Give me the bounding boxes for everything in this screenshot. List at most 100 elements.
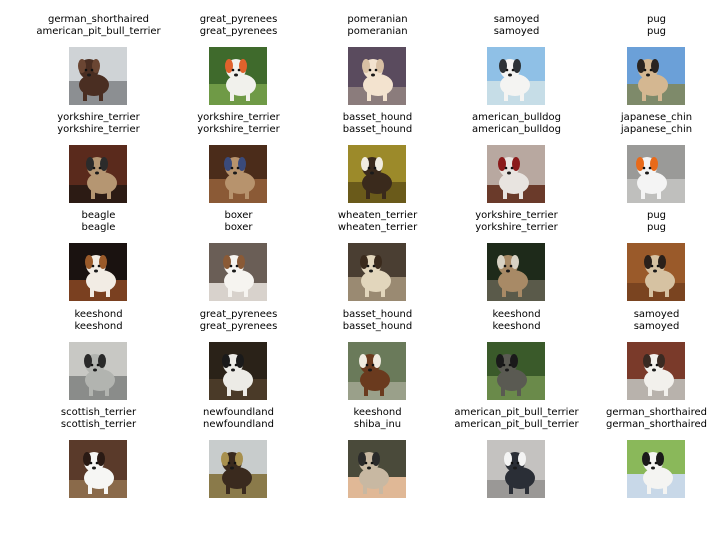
dog-photo: [487, 243, 545, 301]
dog-photo: [209, 440, 267, 498]
sample-cell: scottish_terrier scottish_terrier: [29, 393, 168, 498]
label-line-1: yorkshire_terrier: [475, 210, 558, 221]
sample-cell: samoyed samoyed: [587, 295, 724, 400]
sample-cell: pomeranian pomeranian: [308, 0, 447, 105]
dog-photo: [487, 145, 545, 203]
label-line-2: pomeranian: [347, 26, 408, 37]
dog-photo: [487, 342, 545, 400]
dog-photo: [348, 145, 406, 203]
label-line-1: pug: [646, 210, 667, 221]
label-line-2: american_bulldog: [472, 124, 561, 135]
label-line-1: pug: [646, 14, 667, 25]
dog-photo: [69, 243, 127, 301]
dog-photo: [487, 440, 545, 498]
label-line-1: german_shorthaired: [48, 14, 149, 25]
label-line-1: keeshond: [353, 407, 402, 418]
sample-cell: basset_hound basset_hound: [308, 295, 447, 400]
label-line-2: newfoundland: [203, 419, 274, 430]
photo-placeholder-icon: [69, 145, 127, 203]
label-line-2: scottish_terrier: [60, 419, 137, 430]
photo-placeholder-icon: [487, 145, 545, 203]
label-line-2: basset_hound: [342, 321, 413, 332]
dog-photo: [69, 47, 127, 105]
dog-photo: [69, 440, 127, 498]
sample-cell: german_shorthaired german_shorthaired: [587, 393, 724, 498]
dog-photo: [348, 342, 406, 400]
photo-placeholder-icon: [348, 342, 406, 400]
label-line-2: german_shorthaired: [606, 419, 707, 430]
label-line-2: american_pit_bull_terrier: [454, 419, 579, 430]
label-line-1: boxer: [224, 210, 253, 221]
dog-photo: [627, 243, 685, 301]
label-line-2: great_pyrenees: [199, 321, 278, 332]
label-line-2: yorkshire_terrier: [197, 124, 280, 135]
sample-cell: yorkshire_terrier yorkshire_terrier: [29, 98, 168, 203]
sample-cell: boxer boxer: [169, 196, 308, 301]
label-line-2: american_pit_bull_terrier: [36, 26, 161, 37]
label-line-2: basset_hound: [342, 124, 413, 135]
label-line-2: samoyed: [633, 321, 680, 332]
label-line-1: basset_hound: [342, 112, 413, 123]
photo-placeholder-icon: [209, 342, 267, 400]
dog-photo: [627, 342, 685, 400]
photo-placeholder-icon: [348, 47, 406, 105]
label-line-2: shiba_inu: [353, 419, 402, 430]
sample-cell: keeshond keeshond: [447, 295, 586, 400]
sample-cell: yorkshire_terrier yorkshire_terrier: [447, 196, 586, 301]
dog-photo: [348, 440, 406, 498]
photo-placeholder-icon: [487, 440, 545, 498]
dog-photo: [69, 145, 127, 203]
dog-photo: [627, 145, 685, 203]
photo-placeholder-icon: [627, 243, 685, 301]
photo-placeholder-icon: [627, 440, 685, 498]
sample-cell: basset_hound basset_hound: [308, 98, 447, 203]
label-line-1: basset_hound: [342, 309, 413, 320]
photo-placeholder-icon: [69, 440, 127, 498]
label-line-1: beagle: [81, 210, 116, 221]
sample-cell: newfoundland newfoundland: [169, 393, 308, 498]
photo-placeholder-icon: [348, 243, 406, 301]
label-line-2: keeshond: [74, 321, 123, 332]
sample-cell: pug pug: [587, 196, 724, 301]
label-line-1: samoyed: [633, 309, 680, 320]
photo-placeholder-icon: [348, 145, 406, 203]
photo-placeholder-icon: [348, 440, 406, 498]
dog-photo: [627, 47, 685, 105]
label-line-1: american_pit_bull_terrier: [454, 407, 579, 418]
photo-placeholder-icon: [209, 243, 267, 301]
label-line-1: pomeranian: [347, 14, 408, 25]
label-line-1: japanese_chin: [620, 112, 693, 123]
label-line-1: great_pyrenees: [199, 309, 278, 320]
photo-placeholder-icon: [627, 342, 685, 400]
label-line-2: yorkshire_terrier: [475, 222, 558, 233]
label-line-2: boxer: [224, 222, 253, 233]
photo-placeholder-icon: [627, 145, 685, 203]
photo-placeholder-icon: [487, 342, 545, 400]
photo-placeholder-icon: [209, 47, 267, 105]
photo-placeholder-icon: [69, 47, 127, 105]
photo-placeholder-icon: [209, 440, 267, 498]
photo-placeholder-icon: [209, 145, 267, 203]
label-line-2: great_pyrenees: [199, 26, 278, 37]
dog-photo: [69, 342, 127, 400]
dog-photo: [627, 440, 685, 498]
photo-placeholder-icon: [487, 47, 545, 105]
label-line-2: pug: [646, 26, 667, 37]
label-line-2: wheaten_terrier: [337, 222, 418, 233]
sample-cell: keeshond keeshond: [29, 295, 168, 400]
label-line-1: keeshond: [74, 309, 123, 320]
sample-cell: great_pyrenees great_pyrenees: [169, 0, 308, 105]
photo-placeholder-icon: [487, 243, 545, 301]
label-line-2: samoyed: [493, 26, 540, 37]
label-line-1: newfoundland: [203, 407, 274, 418]
sample-cell: japanese_chin japanese_chin: [587, 98, 724, 203]
sample-cell: pug pug: [587, 0, 724, 105]
label-line-1: german_shorthaired: [606, 407, 707, 418]
sample-cell: american_pit_bull_terrier american_pit_bu…: [447, 393, 586, 498]
sample-cell: yorkshire_terrier yorkshire_terrier: [169, 98, 308, 203]
dog-photo: [209, 342, 267, 400]
sample-cell: german_shorthaired american_pit_bull_terr…: [29, 0, 168, 105]
label-line-1: great_pyrenees: [199, 14, 278, 25]
label-line-1: wheaten_terrier: [337, 210, 418, 221]
